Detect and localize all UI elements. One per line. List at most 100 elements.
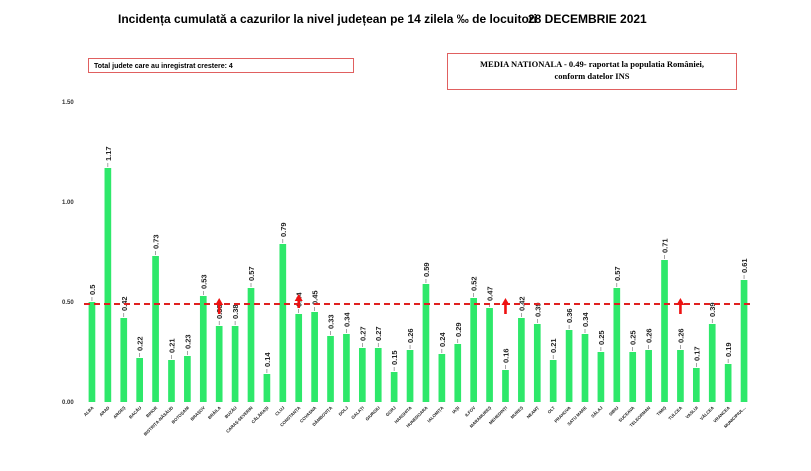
- value-label: 0.27: [358, 326, 367, 341]
- category-label: GIURGIU: [364, 405, 381, 422]
- bar: [565, 330, 573, 402]
- bar: [247, 288, 255, 402]
- bar: [311, 312, 318, 402]
- bar: [184, 356, 191, 402]
- value-label: 0.25: [597, 330, 606, 345]
- bar: [358, 348, 366, 402]
- value-label: 0.14: [263, 352, 272, 367]
- category-label: TIMIȘ: [656, 405, 668, 417]
- bar: [343, 334, 350, 402]
- y-tick-label: 1.00: [62, 200, 74, 206]
- category-label: NEAMȚ: [526, 405, 541, 420]
- value-label: 0.45: [311, 290, 320, 305]
- bar: [454, 344, 462, 402]
- bar: [518, 318, 525, 402]
- category-label: ARAD: [98, 405, 110, 417]
- y-tick-label: 0.00: [62, 400, 74, 406]
- bar: [152, 256, 159, 402]
- category-label: ALBA: [83, 405, 95, 417]
- national-average-line1: MEDIA NATIONALA - 0.49- raportat la popu…: [480, 59, 704, 69]
- chart-date: 28 DECEMBRIE 2021: [528, 12, 647, 26]
- bar: [120, 318, 128, 402]
- bar: [597, 352, 605, 402]
- increase-arrow-icon: [294, 294, 303, 308]
- bar: [708, 324, 716, 402]
- bar: [199, 296, 207, 402]
- y-tick-label: 1.50: [62, 100, 74, 106]
- bar: [661, 260, 668, 402]
- national-average-box: MEDIA NATIONALA - 0.49- raportat la popu…: [447, 53, 737, 90]
- increase-count-text: Total judete care au inregistrat crester…: [94, 63, 233, 70]
- bar: [645, 350, 652, 402]
- value-label: 0.36: [565, 308, 574, 323]
- category-label: IALOMIȚA: [426, 405, 444, 423]
- value-label: 0.39: [533, 302, 542, 317]
- category-label: BACĂU: [128, 405, 143, 420]
- value-label: 0.33: [327, 314, 336, 329]
- value-label: 0.34: [342, 312, 351, 327]
- category-label: BRAȘOV: [189, 405, 206, 422]
- bar: [581, 334, 589, 402]
- bar: [629, 352, 637, 402]
- value-label: 0.42: [517, 296, 526, 311]
- bar: [88, 302, 96, 402]
- bar: [263, 374, 271, 402]
- bar: [390, 372, 398, 402]
- value-label: 0.53: [199, 274, 208, 289]
- value-label: 0.19: [724, 342, 733, 357]
- value-label: 0.47: [486, 286, 495, 301]
- category-label: SĂLAJ: [590, 405, 604, 419]
- bar: [549, 360, 557, 402]
- value-label: 0.57: [247, 266, 256, 281]
- category-label: CĂLĂRAȘI: [250, 405, 269, 424]
- category-label: GORJ: [385, 405, 398, 418]
- value-label: 0.61: [740, 258, 749, 273]
- value-label: 0.23: [183, 334, 192, 349]
- bar: [422, 284, 430, 402]
- category-label: SIBIU: [608, 405, 620, 417]
- bar: [533, 324, 541, 402]
- value-label: 0.57: [613, 266, 622, 281]
- bar: [470, 298, 478, 402]
- value-label: 0.39: [708, 302, 717, 317]
- value-label: 0.22: [136, 336, 145, 351]
- value-label: 0.26: [406, 328, 415, 343]
- bar: [692, 368, 700, 402]
- bar: [374, 348, 382, 402]
- category-label: VASLUI: [685, 405, 699, 419]
- value-label: 0.24: [438, 332, 447, 347]
- value-label: 0.52: [470, 276, 479, 291]
- bar: [677, 350, 684, 402]
- value-label: 0.17: [692, 346, 701, 361]
- category-label: ARGEȘ: [112, 405, 126, 419]
- bar: [104, 168, 112, 402]
- value-label: 0.71: [661, 238, 670, 253]
- value-label: 0.21: [549, 338, 558, 353]
- bar: [231, 326, 239, 402]
- category-label: BRĂILA: [207, 405, 222, 420]
- bar: [295, 314, 303, 402]
- bar: [724, 364, 732, 402]
- value-label: 0.5: [88, 285, 97, 295]
- bar: [438, 354, 446, 402]
- bar: [136, 358, 144, 402]
- increase-arrow-icon: [215, 298, 224, 314]
- category-label: BIHOR: [145, 405, 159, 419]
- increase-arrow-icon: [676, 298, 685, 314]
- category-label: TULCEA: [667, 405, 683, 421]
- category-label: OLT: [547, 405, 557, 415]
- category-label: CLUJ: [274, 405, 286, 417]
- bar: [168, 360, 175, 402]
- value-label: 0.21: [167, 338, 176, 353]
- national-average-line2: conform datelor INS: [554, 71, 630, 81]
- chart-title: Incidența cumulată a cazurilor la nivel …: [118, 12, 537, 26]
- increase-arrow-icon: [501, 298, 510, 314]
- value-label: 0.26: [645, 328, 654, 343]
- category-label: ILFOV: [464, 405, 477, 418]
- category-label: DOLJ: [337, 405, 349, 417]
- bar: [327, 336, 334, 402]
- value-label: 0.26: [676, 328, 685, 343]
- value-label: 0.15: [390, 350, 399, 365]
- bar: [613, 288, 621, 402]
- bar: [406, 350, 414, 402]
